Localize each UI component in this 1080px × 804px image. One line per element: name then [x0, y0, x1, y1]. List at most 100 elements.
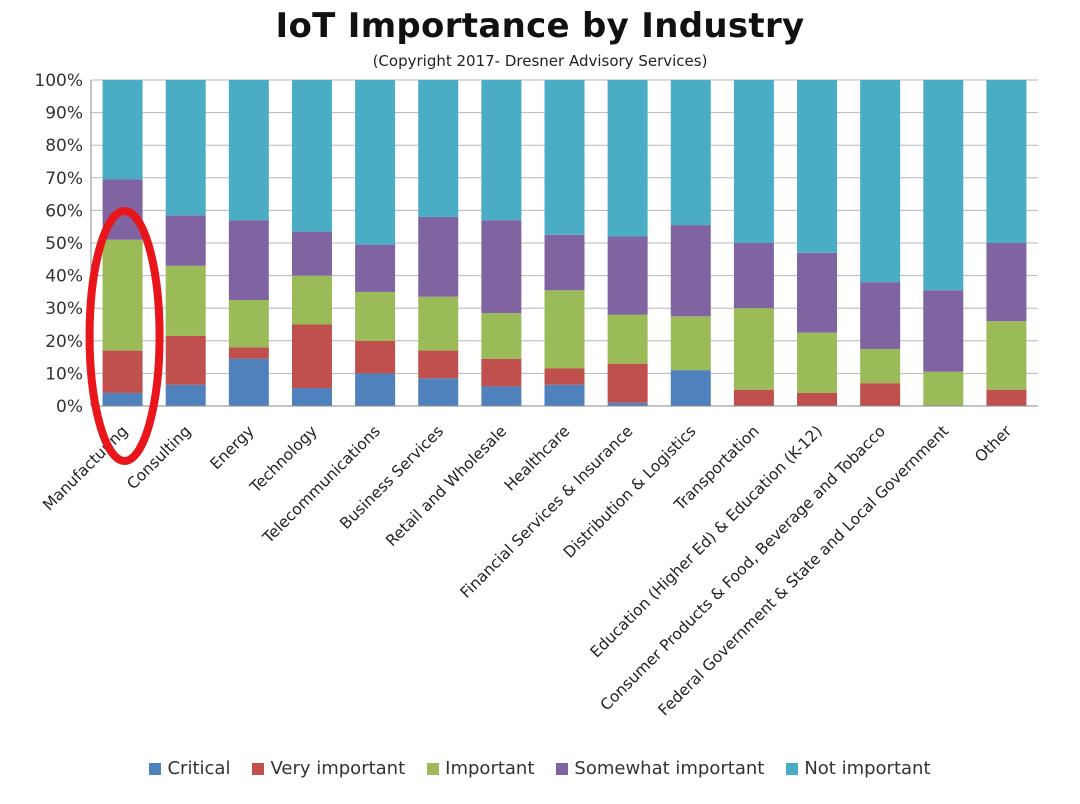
legend-item: Not important: [786, 758, 931, 779]
bar-segment: [860, 383, 901, 406]
bar-segment: [228, 358, 269, 406]
bar-segment: [355, 373, 396, 406]
bar-segment: [860, 348, 901, 384]
bar-segment: [986, 80, 1027, 243]
bar-segment: [860, 282, 901, 349]
legend-label: Very important: [270, 758, 406, 779]
bar-segment: [418, 80, 459, 217]
bar-segment: [355, 291, 396, 341]
x-tick-label: Telecommunications: [259, 422, 384, 547]
y-tick-label: 90%: [45, 104, 83, 124]
bar-segment: [670, 370, 711, 406]
bar-segment: [923, 80, 964, 291]
bar-segment: [607, 314, 648, 364]
bar-segment: [418, 378, 459, 406]
bar-segment: [923, 371, 964, 406]
legend-swatch: [786, 762, 799, 775]
legend-swatch: [556, 762, 569, 775]
bar-segment: [418, 296, 459, 351]
bar-segment: [165, 215, 206, 266]
bar-segment: [797, 332, 838, 393]
bar-segment: [670, 225, 711, 317]
chart-title: IoT Importance by Industry: [275, 6, 805, 46]
bar-segment: [670, 316, 711, 371]
y-tick-label: 50%: [45, 234, 83, 254]
y-tick-label: 80%: [45, 136, 83, 156]
bar-segment: [797, 80, 838, 253]
bar-segment: [544, 290, 585, 369]
bar-segment: [418, 350, 459, 379]
y-tick-label: 40%: [45, 267, 83, 287]
bar-segment: [544, 384, 585, 406]
bar-segment: [481, 386, 522, 406]
legend-item: Somewhat important: [556, 758, 764, 779]
bar-segment: [797, 252, 838, 333]
bar-segment: [544, 234, 585, 291]
bar-segment: [797, 392, 838, 406]
bar-segment: [165, 384, 206, 406]
x-tick-label: Business Services: [336, 422, 447, 533]
legend-item: Important: [427, 758, 534, 779]
bar-segment: [986, 389, 1027, 406]
x-tick-label: Consumer Products & Food, Beverage and T…: [597, 422, 889, 714]
bar-segment: [733, 308, 774, 390]
y-tick-label: 70%: [45, 169, 83, 189]
bar-segment: [165, 335, 206, 385]
bar-segment: [733, 243, 774, 309]
bar-segment: [607, 80, 648, 237]
bar-segment: [418, 216, 459, 297]
x-tick-label: Federal Government & State and Local Gov…: [655, 422, 952, 719]
bar-segment: [923, 290, 964, 372]
legend-item: Very important: [252, 758, 405, 779]
legend-label: Critical: [167, 758, 231, 779]
bar-segment: [481, 358, 522, 387]
bar-segment: [986, 321, 1027, 390]
bar-segment: [481, 313, 522, 359]
x-tick-label: Energy: [207, 422, 258, 473]
legend-swatch: [427, 762, 440, 775]
bar-segment: [228, 347, 269, 359]
bar-segment: [481, 220, 522, 314]
highlight-ellipse: [85, 207, 164, 465]
y-tick-label: 60%: [45, 201, 83, 221]
bar-segment: [228, 300, 269, 348]
legend-swatch: [149, 762, 162, 775]
bar-segment: [355, 244, 396, 292]
bar-segment: [986, 243, 1027, 322]
bar-segment: [544, 80, 585, 235]
bar-segment: [102, 392, 143, 406]
y-tick-label: 30%: [45, 299, 83, 319]
bar-segment: [733, 389, 774, 406]
bar-segment: [291, 388, 332, 406]
bar-segment: [291, 275, 332, 325]
bar-segment: [481, 80, 522, 221]
bar-segment: [228, 220, 269, 301]
bar-segment: [607, 363, 648, 403]
bar-segment: [291, 231, 332, 276]
bar-segment: [102, 80, 143, 180]
bar-segment: [165, 265, 206, 336]
legend-label: Somewhat important: [574, 758, 765, 779]
bar-segment: [544, 368, 585, 385]
chart-legend: Critical Very important Important Somewhat …: [0, 758, 1080, 779]
legend-swatch: [252, 762, 265, 775]
x-tick-label: Retail and Wholesale: [382, 422, 510, 550]
legend-label: Important: [445, 758, 535, 779]
bar-segment: [607, 402, 648, 406]
legend-label: Not important: [804, 758, 931, 779]
x-tick-label: Manufacturing: [39, 422, 131, 514]
bar-segment: [607, 236, 648, 315]
bar-segment: [102, 239, 143, 351]
bar-segment: [165, 80, 206, 216]
bar-segment: [670, 80, 711, 226]
chart-subtitle: (Copyright 2017- Dresner Advisory Servic…: [372, 52, 708, 70]
x-tick-label: Education (Higher Ed) & Education (K-12): [587, 422, 826, 661]
bar-segment: [102, 350, 143, 393]
bar-segment: [355, 80, 396, 245]
legend-item: Critical: [149, 758, 230, 779]
bar-segment: [228, 80, 269, 221]
y-tick-label: 0%: [56, 397, 83, 417]
x-tick-label: Other: [971, 422, 1015, 466]
bar-segment: [291, 324, 332, 389]
